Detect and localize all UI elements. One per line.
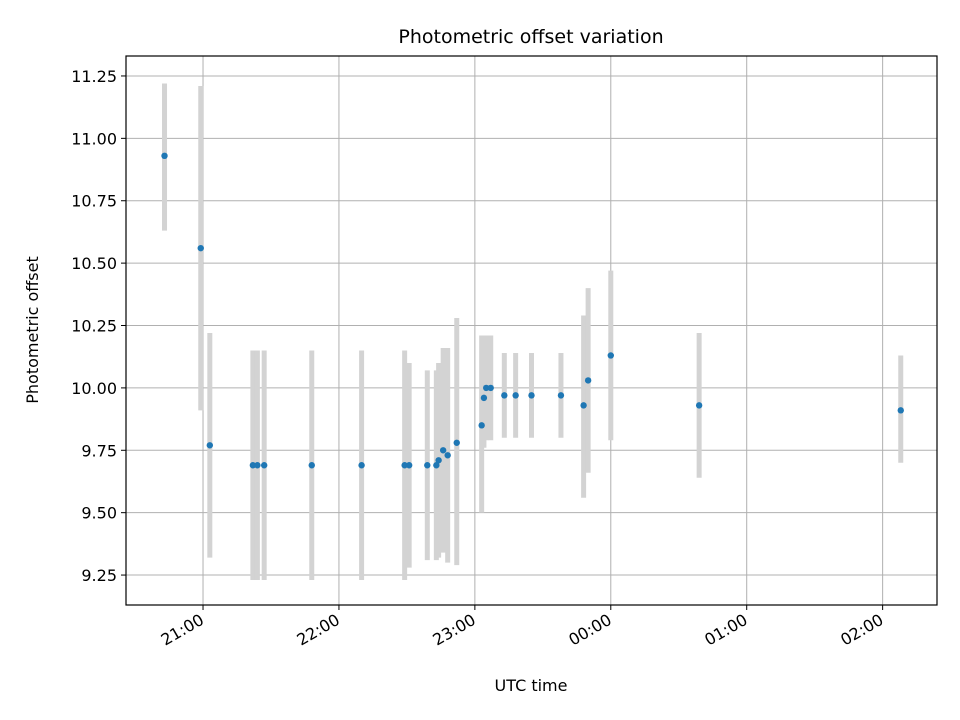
- data-point: [358, 462, 365, 469]
- data-point: [260, 462, 268, 469]
- y-axis-label: Photometric offset: [23, 256, 42, 404]
- y-tick-label: 9.50: [81, 504, 117, 523]
- data-point: [487, 384, 494, 392]
- y-tick-label: 10.00: [71, 379, 117, 398]
- data-point: [249, 462, 257, 469]
- y-axis-ticks: 9.25 9.50 9.75 10.00 10.25 10.50 10.75 11.00 11.…: [71, 67, 126, 585]
- data-point: [444, 452, 451, 459]
- data-point: [254, 462, 261, 469]
- data-point: [439, 447, 447, 454]
- data-point: [424, 462, 431, 469]
- y-tick-label: 9.25: [81, 566, 117, 585]
- x-axis-label: UTC time: [495, 676, 568, 695]
- data-point: [433, 462, 440, 469]
- data-points: [161, 152, 904, 469]
- data-point: [197, 244, 204, 252]
- data-point: [480, 394, 488, 402]
- data-point: [482, 384, 490, 392]
- data-point: [557, 392, 565, 399]
- data-point: [453, 439, 460, 446]
- chart-title: Photometric offset variation: [398, 26, 663, 48]
- data-point: [308, 462, 315, 469]
- y-tick-label: 10.75: [71, 192, 117, 211]
- y-tick-label: 10.25: [71, 317, 117, 336]
- data-point: [435, 457, 442, 464]
- data-point: [607, 352, 614, 359]
- y-tick-label: 10.50: [71, 254, 117, 273]
- data-point: [501, 392, 508, 399]
- data-point: [584, 377, 592, 384]
- data-point: [512, 392, 519, 399]
- data-point: [206, 442, 214, 449]
- data-point: [580, 402, 587, 409]
- data-point: [695, 402, 703, 409]
- data-point: [161, 152, 168, 160]
- y-tick-label: 11.25: [71, 67, 117, 86]
- data-point: [897, 407, 904, 414]
- plot-frame: [125, 55, 938, 606]
- data-point: [478, 422, 485, 429]
- data-point: [405, 462, 413, 469]
- y-tick-label: 11.00: [71, 129, 117, 148]
- y-tick-label: 9.75: [81, 441, 117, 460]
- data-point: [528, 392, 535, 399]
- data-point: [401, 462, 408, 469]
